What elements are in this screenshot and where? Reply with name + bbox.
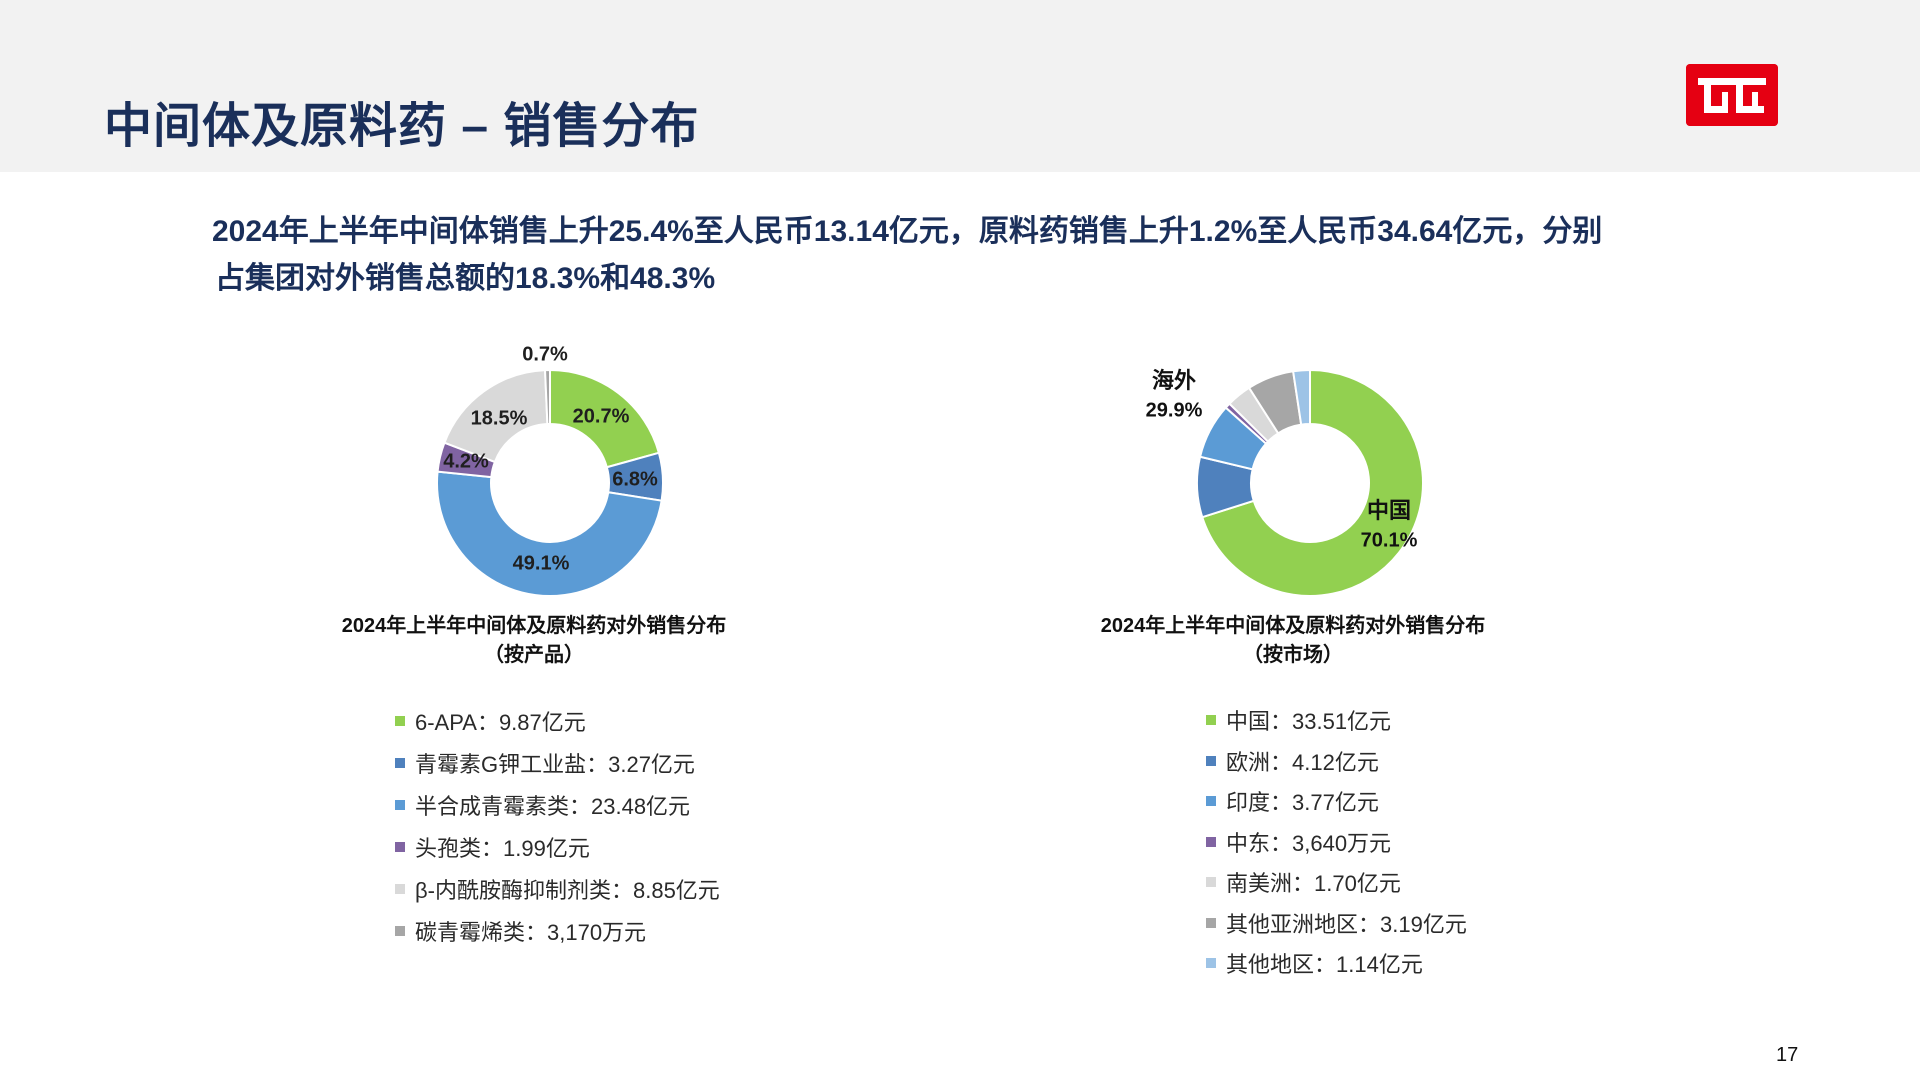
product-legend-item: 半合成青霉素类：23.48亿元 <box>395 784 720 826</box>
market-legend-label: 南美洲：1.70亿元 <box>1226 871 1401 897</box>
product-legend-swatch <box>395 926 405 936</box>
market-legend-label: 印度：3.77亿元 <box>1226 790 1379 816</box>
product-chart-caption: 2024年上半年中间体及原料药对外销售分布 （按产品） <box>254 612 814 670</box>
market-legend-label: 欧洲：4.12亿元 <box>1226 749 1379 775</box>
summary-text: 2024年上半年中间体销售上升25.4%至人民币13.14亿元，原料药销售上升1… <box>212 208 1772 302</box>
product-chart-title: 2024年上半年中间体及原料药对外销售分布 <box>341 615 727 637</box>
market-group-2-value: 70.1% <box>1361 529 1418 551</box>
market-legend-swatch <box>1206 877 1216 888</box>
market-legend-swatch <box>1206 917 1216 928</box>
page-number: 17 <box>1776 1044 1799 1066</box>
product-legend-label: 6-APA：9.87亿元 <box>415 710 586 735</box>
market-chart-subtitle: （按市场） <box>1243 644 1343 666</box>
product-legend-item: 头孢类：1.99亿元 <box>395 826 720 868</box>
product-legend-label: 碳青霉烯类：3,170万元 <box>415 920 647 945</box>
product-slice-3-label: 49.1% <box>513 552 570 574</box>
page-title: 中间体及原料药 – 销售分布 <box>104 100 700 153</box>
market-legend-swatch <box>1206 958 1216 969</box>
product-slice-1-label: 20.7% <box>573 405 630 427</box>
product-legend-label: 半合成青霉素类：23.48亿元 <box>415 794 691 819</box>
product-legend-swatch <box>395 884 405 894</box>
market-legend-swatch <box>1206 755 1216 766</box>
market-group-2-name: 中国 <box>1367 498 1411 523</box>
product-slice-5-label: 18.5% <box>471 407 528 429</box>
market-legend-label: 其他亚洲地区：3.19亿元 <box>1226 911 1467 937</box>
product-legend-label: β-内酰胺酶抑制剂类：8.85亿元 <box>415 878 720 903</box>
product-legend-label: 青霉素G钾工业盐：3.27亿元 <box>415 752 695 777</box>
product-slice-6-label: 0.7% <box>522 343 568 365</box>
market-group-1-value: 29.9% <box>1146 399 1203 421</box>
market-chart-title: 2024年上半年中间体及原料药对外销售分布 <box>1100 615 1486 637</box>
product-legend-swatch <box>395 800 405 810</box>
product-legend-item: 青霉素G钾工业盐：3.27亿元 <box>395 742 720 784</box>
product-chart-subtitle: （按产品） <box>484 644 584 666</box>
market-legend-swatch <box>1206 796 1216 807</box>
market-legend-label: 其他地区：1.14亿元 <box>1226 952 1423 978</box>
market-legend-item: 中东：3,640万元 <box>1206 822 1467 863</box>
product-slice-3 <box>436 470 663 597</box>
market-legend-item: 南美洲：1.70亿元 <box>1206 862 1467 903</box>
product-legend-item: 6-APA：9.87亿元 <box>395 700 720 742</box>
product-legend-swatch <box>395 758 405 768</box>
header-bar: 中间体及原料药 – 销售分布 <box>0 0 1920 172</box>
market-legend-label: 中国：33.51亿元 <box>1226 709 1392 735</box>
market-slice-7 <box>1291 368 1311 426</box>
market-donut-chart: 海外 29.9% 中国 70.1% <box>1146 368 1424 597</box>
market-legend-item: 其他地区：1.14亿元 <box>1206 943 1467 984</box>
product-legend-swatch <box>395 842 405 852</box>
market-chart-caption: 2024年上半年中间体及原料药对外销售分布 （按市场） <box>1013 612 1573 670</box>
market-legend-swatch <box>1206 836 1216 847</box>
market-legend-item: 欧洲：4.12亿元 <box>1206 741 1467 782</box>
product-legend-item: 碳青霉烯类：3,170万元 <box>395 910 720 952</box>
product-slice-2-label: 6.8% <box>612 468 658 490</box>
summary-line-2: 占集团对外销售总额的18.3%和48.3% <box>215 262 716 295</box>
product-slice-4-label: 4.2% <box>443 450 489 472</box>
market-group-1-name: 海外 <box>1152 368 1196 393</box>
product-legend-item: β-内酰胺酶抑制剂类：8.85亿元 <box>395 868 720 910</box>
market-slice-1 <box>1201 368 1424 597</box>
market-legend-item: 印度：3.77亿元 <box>1206 781 1467 822</box>
market-legend-swatch <box>1206 715 1216 726</box>
market-legend-item: 中国：33.51亿元 <box>1206 700 1467 741</box>
market-legend-item: 其他亚洲地区：3.19亿元 <box>1206 903 1467 944</box>
market-legend: 中国：33.51亿元 欧洲：4.12亿元 印度：3.77亿元 中东：3,640万元 南美… <box>1206 700 1467 984</box>
product-slice-1 <box>549 368 661 469</box>
company-logo <box>1686 64 1778 126</box>
product-legend: 6-APA：9.87亿元青霉素G钾工业盐：3.27亿元 半合成青霉素类：23.48… <box>395 700 720 952</box>
product-legend-label: 头孢类：1.99亿元 <box>415 836 590 861</box>
product-slice-6 <box>543 368 551 426</box>
product-donut-chart: 20.7% 6.8% 49.1% 4.2% 18.5% 0.7% <box>436 343 664 597</box>
summary-line-1: 2024年上半年中间体销售上升25.4%至人民币13.14亿元，原料药销售上升1… <box>212 215 1603 248</box>
market-legend-label: 中东：3,640万元 <box>1226 830 1392 856</box>
product-legend-swatch <box>395 716 405 726</box>
